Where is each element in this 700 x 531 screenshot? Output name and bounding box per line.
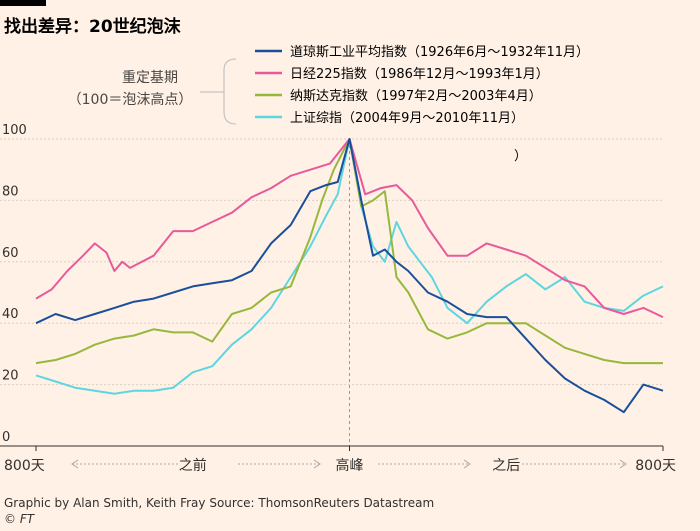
x-axis-arrows: [71, 459, 627, 469]
x-tick-label: 之前: [179, 457, 207, 474]
x-tick-label: 800天: [635, 458, 676, 474]
series-line-2: [35, 138, 663, 365]
legend-label: 道琼斯工业平均指数（1926年6月～1932年11月）: [290, 45, 589, 60]
legend-label: 纳斯达克指数（1997年2月～2003年4月）: [290, 89, 542, 104]
x-tick-label: 高峰: [336, 457, 364, 474]
ft-credit: © FT: [4, 512, 35, 526]
y-tick-label: 80: [2, 184, 19, 199]
x-axis-ticks: 800天 之前 高峰 之后 800天: [4, 446, 676, 474]
x-arrow-head: [463, 459, 471, 469]
legend-label: 日经225指数（1986年12月～1993年1月）: [290, 67, 549, 82]
rebase-label-line1: 重定基期: [122, 69, 178, 86]
legend-bracket: [223, 58, 237, 125]
legend-label: 上证综指（2004年9月～2010年11月）: [290, 111, 524, 126]
rebase-label-line2: （100＝泡沫高点）: [68, 91, 193, 108]
y-tick-label: 40: [2, 307, 19, 322]
x-arrow-head: [71, 459, 79, 469]
source-note: Graphic by Alan Smith, Keith Fray Source…: [4, 496, 435, 510]
stray-paren: ）: [514, 149, 527, 164]
y-tick-label: 100: [2, 123, 27, 138]
y-tick-label: 20: [2, 369, 19, 384]
y-tick-label: 60: [2, 246, 19, 261]
ft-top-bar: [0, 0, 46, 6]
chart-title: 找出差异：20世纪泡沫: [4, 17, 181, 37]
x-arrow-head: [619, 459, 627, 469]
y-tick-label: 0: [2, 430, 10, 445]
x-arrow-head: [313, 459, 321, 469]
series-lines: [35, 138, 664, 414]
series-line-0: [35, 138, 664, 414]
y-axis-ticks: 0 20 40 60 80 100: [2, 123, 27, 445]
x-tick-label: 800天: [4, 458, 45, 474]
series-line-1: [35, 138, 664, 319]
legend: 道琼斯工业平均指数（1926年6月～1932年11月） 日经225指数（1986年…: [255, 45, 589, 126]
x-tick-label: 之后: [492, 458, 520, 474]
gridlines: [0, 138, 663, 386]
